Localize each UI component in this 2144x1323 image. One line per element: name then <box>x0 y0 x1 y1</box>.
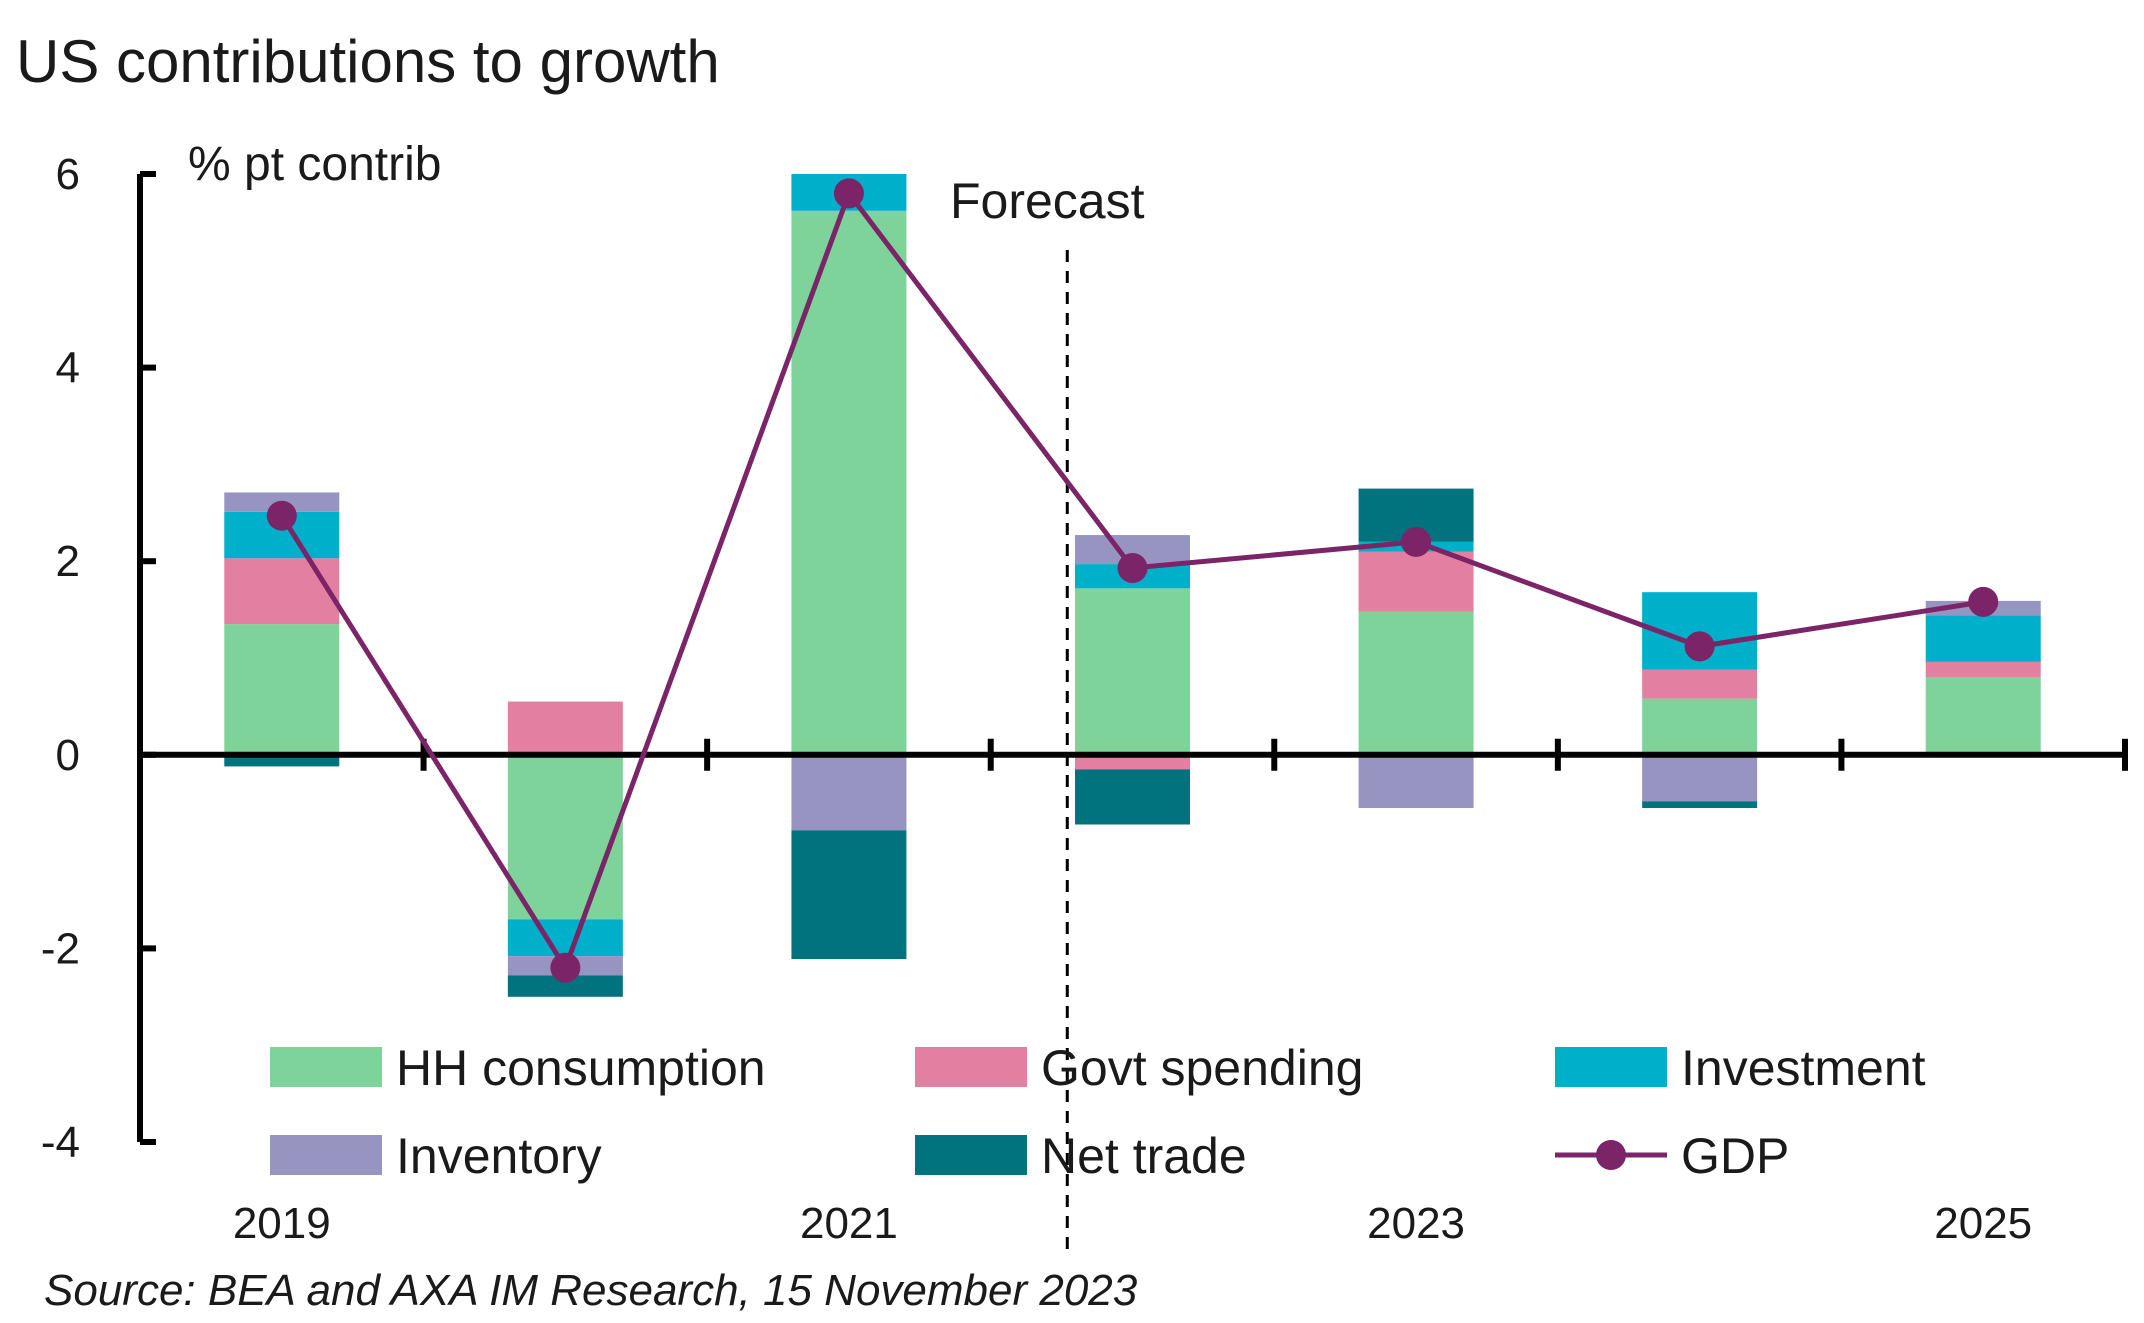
forecast-label: Forecast <box>950 173 1145 229</box>
bar-net-trade-2020 <box>507 975 623 997</box>
gdp-line-layer <box>266 178 1999 983</box>
gdp-point-2025 <box>1968 586 1999 617</box>
legend-label-investment: Investment <box>1681 1040 1926 1096</box>
bar-govt-spending-2022 <box>1075 754 1190 770</box>
bar-govt-spending-2023 <box>1358 551 1474 612</box>
x-tick-label-2025: 2025 <box>1934 1199 2032 1248</box>
bar-govt-spending-2024 <box>1642 669 1758 699</box>
legend-marker-gdp <box>1596 1140 1626 1170</box>
x-tick-label-2023: 2023 <box>1367 1199 1465 1248</box>
bar-net-trade-2021 <box>791 830 907 960</box>
bar-investment-2020 <box>507 919 623 957</box>
legend-swatch-inventory <box>270 1135 382 1175</box>
bar-hh-consumption-2019 <box>224 624 340 755</box>
gdp-point-2020 <box>550 952 581 983</box>
legend-label-inventory: Inventory <box>396 1128 602 1184</box>
bar-inventory-2023 <box>1358 754 1474 809</box>
bar-investment-2025 <box>1925 615 2041 662</box>
y-tick-label: -2 <box>41 924 80 973</box>
bar-govt-spending-2019 <box>224 558 340 625</box>
y-tick-label: 4 <box>56 344 80 393</box>
y-axis-label: % pt contrib <box>188 138 441 191</box>
legend-swatch-hh-consumption <box>270 1047 382 1087</box>
legend-label-gdp: GDP <box>1681 1128 1789 1184</box>
axes-layer: -4 -2 0 2 4 6 % pt contrib 2019 2021 2023 2025 Fore… <box>41 138 2128 1255</box>
y-tick-label: 6 <box>56 150 80 199</box>
bar-inventory-2021 <box>791 754 907 831</box>
bar-inventory-2024 <box>1642 754 1758 802</box>
bar-hh-consumption-2022 <box>1075 588 1190 755</box>
legend-swatch-net-trade <box>915 1135 1027 1175</box>
gdp-point-2019 <box>266 500 297 531</box>
bar-hh-consumption-2021 <box>791 210 907 755</box>
y-tick-label: 0 <box>56 731 80 780</box>
bar-net-trade-2019 <box>224 754 340 767</box>
bar-hh-consumption-2020 <box>507 754 623 920</box>
bar-hh-consumption-2025 <box>1925 677 2041 755</box>
bar-net-trade-2022 <box>1075 769 1190 825</box>
gdp-point-2024 <box>1684 631 1715 662</box>
bar-govt-spending-2020 <box>507 701 623 755</box>
legend-label-hh-consumption: HH consumption <box>396 1040 766 1096</box>
bars-layer <box>224 174 2041 997</box>
y-tick-label: -4 <box>41 1118 80 1167</box>
gdp-point-2022 <box>1117 552 1148 583</box>
x-tick-label-2019: 2019 <box>233 1199 331 1248</box>
bar-hh-consumption-2023 <box>1358 611 1474 755</box>
gdp-point-2023 <box>1401 526 1432 557</box>
source-note: Source: BEA and AXA IM Research, 15 Nove… <box>44 1266 1138 1315</box>
gdp-point-2021 <box>833 178 864 209</box>
bar-hh-consumption-2024 <box>1642 698 1758 755</box>
legend-label-govt-spending: Govt spending <box>1041 1040 1363 1096</box>
chart-title: US contributions to growth <box>16 28 720 95</box>
legend-label-net-trade: Net trade <box>1041 1128 1247 1184</box>
y-tick-label: 2 <box>56 537 80 586</box>
legend-swatch-govt-spending <box>915 1047 1027 1087</box>
bar-govt-spending-2025 <box>1925 661 2041 678</box>
legend-swatch-investment <box>1555 1047 1667 1087</box>
legend: HH consumption Govt spending Investment Inv… <box>270 1040 1926 1184</box>
bar-net-trade-2024 <box>1642 801 1758 809</box>
x-tick-label-2021: 2021 <box>800 1199 898 1248</box>
